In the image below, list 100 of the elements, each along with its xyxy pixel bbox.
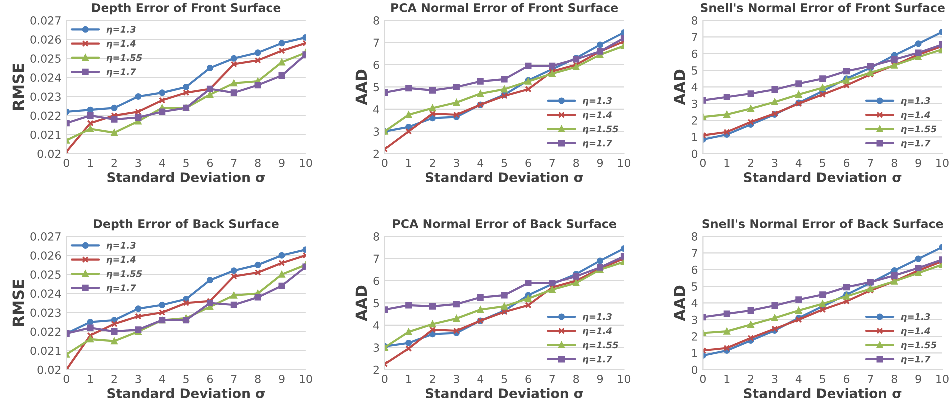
y-tick-label: 2 xyxy=(692,332,698,341)
x-tick-label: 4 xyxy=(796,159,802,168)
y-tick-label: 3 xyxy=(374,128,380,136)
y-tick-label: 5 xyxy=(374,83,380,92)
y-tick-label: 6 xyxy=(374,276,380,286)
legend-label: η=1.4 xyxy=(901,112,930,120)
x-axis-title: Standard Deviation σ xyxy=(108,172,266,182)
x-tick-label: 1 xyxy=(406,375,412,384)
x-tick-label: 5 xyxy=(820,159,826,168)
x-tick-label: 7 xyxy=(550,159,556,168)
chart-title: Snell's Normal Error of Back Surface xyxy=(702,219,944,228)
x-tick-label: 6 xyxy=(844,158,850,168)
legend-label: η=1.7 xyxy=(106,68,136,78)
x-tick-label: 6 xyxy=(526,374,532,384)
x-tick-label: 5 xyxy=(502,159,508,168)
legend-label: η=1.7 xyxy=(901,140,931,148)
chart-title: PCA Normal Error of Back Surface xyxy=(393,219,616,228)
y-tick-label: 4 xyxy=(374,322,380,330)
x-tick-label: 2 xyxy=(748,158,754,168)
legend-label: η=1.55 xyxy=(106,270,142,280)
legend-label: η=1.55 xyxy=(582,342,618,350)
x-tick-label: 10 xyxy=(618,374,631,384)
x-tick-label: 3 xyxy=(772,374,778,384)
y-tick-label: 6 xyxy=(374,60,380,70)
legend-label: η=1.7 xyxy=(582,356,612,364)
x-tick-label: 9 xyxy=(279,374,285,384)
x-tick-label: 7 xyxy=(550,375,556,384)
x-tick-label: 0 xyxy=(64,158,70,168)
y-tick-label: 0.024 xyxy=(30,74,62,82)
y-axis-title: AAD xyxy=(674,70,686,106)
x-tick-label: 7 xyxy=(232,159,237,168)
y-tick-label: 5 xyxy=(374,299,380,308)
y-tick-label: 0.027 xyxy=(30,232,61,241)
legend-label: η=1.7 xyxy=(582,140,612,148)
x-tick-label: 7 xyxy=(868,375,874,384)
y-tick-label: 0.027 xyxy=(30,16,61,25)
x-tick-label: 1 xyxy=(724,375,730,384)
legend-label: η=1.4 xyxy=(106,40,136,49)
y-tick-label: 3 xyxy=(692,316,698,324)
legend-label: η=1.55 xyxy=(901,342,937,350)
y-tick-label: 0.024 xyxy=(30,290,62,298)
y-tick-label: 0.021 xyxy=(30,130,61,140)
y-tick-label: 2 xyxy=(374,150,379,158)
x-tick-label: 3 xyxy=(136,158,142,168)
y-axis-title: AAD xyxy=(674,286,686,322)
x-tick-label: 1 xyxy=(724,159,730,168)
x-tick-label: 4 xyxy=(478,159,484,168)
y-tick-label: 3 xyxy=(374,344,380,352)
x-tick-label: 8 xyxy=(892,158,898,168)
y-tick-label: 4 xyxy=(692,299,698,308)
x-tick-label: 2 xyxy=(112,374,117,384)
x-axis-title: Standard Deviation σ xyxy=(426,172,584,182)
x-tick-label: 0 xyxy=(382,158,388,168)
x-tick-label: 10 xyxy=(936,374,949,384)
x-tick-label: 7 xyxy=(868,159,874,168)
legend-label: η=1.55 xyxy=(582,126,618,134)
y-tick-label: 2 xyxy=(374,366,379,374)
x-tick-label: 9 xyxy=(597,374,604,384)
x-tick-label: 0 xyxy=(700,158,706,168)
legend-label: η=1.3 xyxy=(582,97,612,106)
chart-title: PCA Normal Error of Front Surface xyxy=(392,3,618,12)
y-tick-label: 5 xyxy=(692,282,698,291)
y-tick-label: 0 xyxy=(692,366,698,374)
x-tick-label: 5 xyxy=(184,375,189,384)
chart-title: Depth Error of Back Surface xyxy=(94,219,279,231)
y-tick-label: 8 xyxy=(692,16,698,25)
y-tick-label: 8 xyxy=(374,16,380,25)
y-tick-label: 1 xyxy=(692,349,698,358)
legend-label: η=1.3 xyxy=(106,242,136,251)
x-tick-label: 6 xyxy=(844,374,850,384)
x-tick-label: 10 xyxy=(618,158,631,168)
y-tick-label: 0.025 xyxy=(30,54,61,64)
y-tick-label: 7 xyxy=(374,38,380,47)
y-tick-label: 0.02 xyxy=(38,366,61,374)
x-tick-label: 9 xyxy=(916,158,922,168)
y-axis-title: AAD xyxy=(356,286,368,322)
x-tick-label: 2 xyxy=(112,158,117,168)
y-tick-label: 0.026 xyxy=(30,252,62,260)
legend-label: η=1.4 xyxy=(582,328,612,336)
y-tick-label: 3 xyxy=(692,100,698,108)
y-tick-label: 0.021 xyxy=(30,346,61,356)
x-tick-label: 6 xyxy=(207,158,214,168)
x-tick-label: 3 xyxy=(454,374,460,384)
x-tick-label: 2 xyxy=(430,158,436,168)
y-tick-label: 4 xyxy=(374,106,380,114)
y-tick-label: 0 xyxy=(692,150,698,158)
y-tick-label: 1 xyxy=(692,133,698,142)
x-tick-label: 1 xyxy=(406,159,412,168)
y-tick-label: 0.022 xyxy=(30,112,61,120)
y-axis-title: AAD xyxy=(356,70,368,106)
x-tick-label: 6 xyxy=(526,158,532,168)
x-tick-label: 3 xyxy=(772,158,778,168)
x-tick-label: 6 xyxy=(207,374,214,384)
x-tick-label: 8 xyxy=(255,374,261,384)
y-tick-label: 2 xyxy=(692,116,698,125)
x-tick-label: 0 xyxy=(382,374,388,384)
x-tick-label: 3 xyxy=(454,158,460,168)
legend-label: η=1.55 xyxy=(106,54,142,64)
legend-label: η=1.4 xyxy=(106,256,136,265)
y-tick-label: 7 xyxy=(374,254,380,264)
